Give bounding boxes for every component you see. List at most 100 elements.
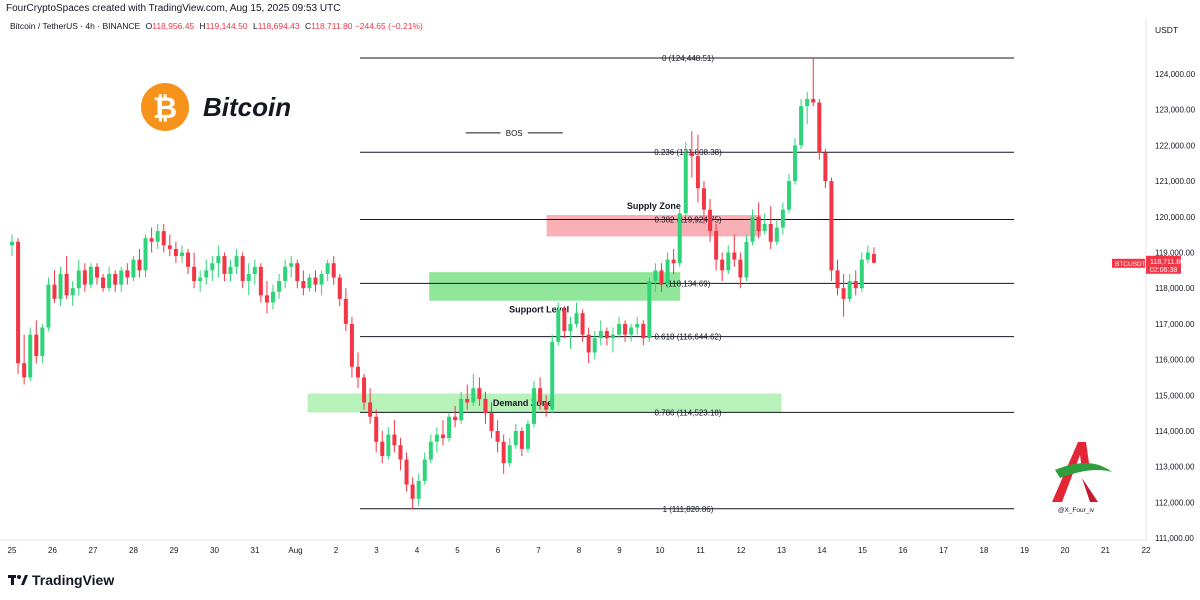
time-tick-label: 2 [334, 546, 339, 555]
candle-body [471, 388, 476, 403]
fib-label: 0.618 (116,644.62) [654, 333, 721, 342]
candle-body [592, 338, 597, 353]
candle-body [465, 398, 470, 403]
candle-body [155, 231, 160, 242]
high-label: H [199, 21, 206, 31]
time-tick-label: 21 [1101, 546, 1110, 555]
candle-body [362, 377, 367, 403]
time-tick-label: 5 [455, 546, 460, 555]
candle-body [677, 213, 682, 264]
candle-body [374, 416, 379, 442]
candle-body [726, 252, 731, 271]
low-value: 118,694.43 [257, 21, 300, 31]
candle-body [744, 241, 749, 278]
time-axis[interactable]: 25 26 27 28 29 30 31 Aug 2 3 4 5 6 7 8 9 10 11 12 13 14 15 16 1… [8, 546, 1151, 555]
time-tick-label: 8 [577, 546, 582, 555]
candle-body [161, 231, 166, 246]
candle-body [422, 459, 427, 481]
candle-body [538, 388, 543, 403]
candle-body [695, 156, 700, 189]
fib-layer: 0 (124,448.51) 0.236 (121,808.38) 0.382 (1… [360, 54, 1014, 514]
fib-label: 0.236 (121,808.38) [654, 148, 722, 157]
candle-body [131, 259, 136, 278]
zones-layer: Supply Zone Support Level Demand Zone [307, 201, 782, 413]
candle-body [325, 263, 330, 274]
bitcoin-logo: ₿ Bitcoin [141, 83, 291, 131]
time-tick-label: 6 [496, 546, 501, 555]
candle-body [544, 402, 549, 410]
currency-label[interactable]: USDT [1155, 25, 1179, 35]
candle-body [301, 281, 306, 289]
time-tick-label: Aug [288, 546, 302, 555]
candle-body [562, 309, 567, 332]
candle-body [865, 252, 870, 260]
candle-body [495, 431, 500, 442]
candle-body [574, 313, 579, 324]
time-tick-label: 11 [696, 546, 705, 555]
candle-body [665, 259, 670, 285]
candle-body [477, 388, 482, 399]
candle-body [774, 227, 779, 242]
time-tick-label: 25 [8, 546, 17, 555]
candle-body [40, 327, 45, 357]
time-tick-label: 9 [617, 546, 622, 555]
candle-body [386, 434, 391, 456]
candle-body [94, 266, 99, 278]
time-tick-label: 13 [777, 546, 786, 555]
candle-body [82, 270, 87, 285]
candle-body [440, 434, 445, 439]
candle-body [234, 256, 239, 267]
time-tick-label: 16 [899, 546, 908, 555]
candle-body [240, 256, 245, 282]
tradingview-brand[interactable]: TradingView [8, 572, 114, 588]
candle-body [811, 98, 816, 103]
price-tick-label: 111,000.00 [1155, 534, 1194, 543]
candle-body [871, 254, 876, 263]
candle-body [580, 313, 585, 335]
price-tick-label: 115,000.00 [1155, 391, 1195, 400]
symbol-label[interactable]: Bitcoin / TetherUS · 4h · BINANCE [10, 21, 141, 31]
price-tick-label: 117,000.00 [1155, 320, 1195, 329]
candle-body [137, 259, 142, 271]
high-value: 119,144.50 [205, 21, 248, 31]
candle-body [16, 241, 21, 364]
zone-2 [429, 272, 681, 301]
candle-body [720, 259, 725, 271]
candle-body [228, 266, 233, 274]
candle-body [841, 288, 846, 299]
fib-label: 1 (111,820.86) [663, 505, 714, 514]
candle-body [319, 273, 324, 285]
candle-body [513, 431, 518, 446]
candle-body [447, 416, 452, 439]
candle-body [835, 270, 840, 289]
overlay-layer: BOS [465, 129, 563, 138]
time-tick-label: 30 [210, 546, 219, 555]
candle-body [853, 281, 858, 289]
candle-body [46, 284, 51, 328]
candle-body [210, 263, 215, 271]
candle-body [167, 245, 172, 249]
bos-label: BOS [506, 129, 523, 138]
candle-body [392, 434, 397, 446]
change-value: −244.65 (−0.21%) [354, 21, 423, 31]
time-tick-label: 10 [656, 546, 665, 555]
candle-body [410, 484, 415, 499]
time-tick-label: 31 [251, 546, 260, 555]
candle-body [507, 445, 512, 464]
candle-body [489, 413, 494, 431]
candle-body [101, 277, 106, 289]
price-axis[interactable]: 124,000.00 123,000.00 122,000.00 121,000.00… [1112, 70, 1196, 543]
bitcoin-coin-icon [141, 83, 189, 131]
candle-body [277, 281, 282, 292]
candle-body [264, 295, 269, 303]
bitcoin-logo-text: Bitcoin [203, 92, 291, 122]
candle-body [434, 434, 439, 442]
candle-body [859, 259, 864, 289]
time-tick-label: 27 [89, 546, 98, 555]
tradingview-logo-icon [8, 575, 28, 585]
candle-body [701, 188, 706, 210]
candle-body [756, 216, 761, 232]
candle-body [107, 273, 112, 289]
candle-body [222, 256, 227, 274]
